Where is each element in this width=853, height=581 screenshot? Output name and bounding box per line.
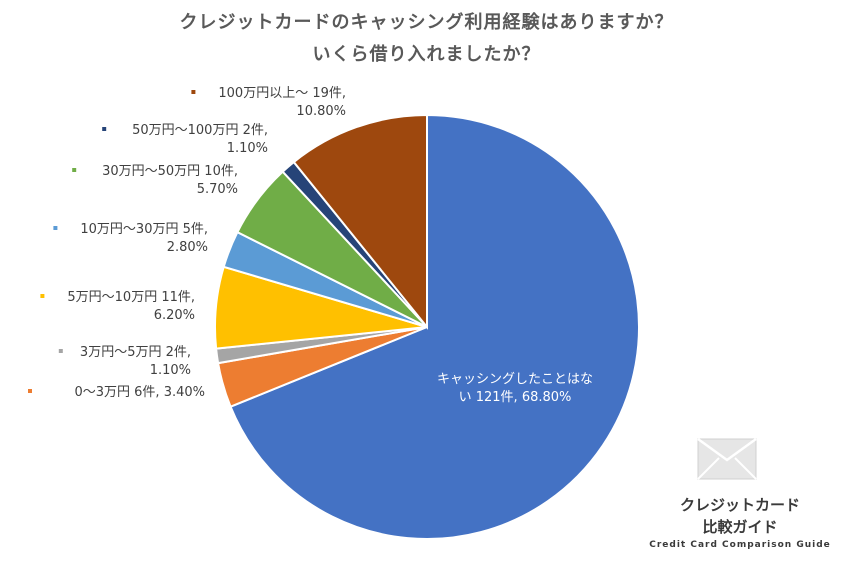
data-label-5: 30万円～50万円 10件, 5.70% xyxy=(102,164,238,197)
data-label-3: 5万円～10万円 11件, 6.20% xyxy=(67,290,195,323)
logo-tagline: Credit Card Comparison Guide xyxy=(649,540,831,550)
logo-line1: クレジットカード xyxy=(679,496,800,514)
label-key-5 xyxy=(72,168,77,172)
data-label-2: 3万円～5万円 2件, 1.10% xyxy=(80,345,191,378)
label-key-2 xyxy=(58,349,63,353)
data-label-4: 10万円～30万円 5件, 2.80% xyxy=(80,222,208,255)
label-key-7 xyxy=(191,90,196,94)
label-key-4 xyxy=(53,226,58,230)
logo-line2: 比較ガイド xyxy=(702,518,778,536)
chart-subtitle: いくら借り入れましたか？ xyxy=(312,44,541,65)
data-label-7: 100万円以上～ 19件, 10.80% xyxy=(218,86,346,119)
data-label-1: 0～3万円 6件, 3.40% xyxy=(74,385,205,400)
pie-slice-7 xyxy=(292,113,428,330)
pie-slice-0 xyxy=(229,113,640,540)
data-label-6: 50万円～100万円 2件, 1.10% xyxy=(132,123,268,156)
chart-title: クレジットカードのキャッシング利用経験はありますか？ xyxy=(179,12,674,33)
label-key-6 xyxy=(102,127,107,131)
label-key-1 xyxy=(28,389,32,393)
logo-text: クレジットカード 比較ガイド xyxy=(640,494,840,538)
data-label-0: キャッシングしたことはない 121件, 68.80% xyxy=(437,372,593,405)
label-key-3 xyxy=(40,294,45,298)
envelope-icon xyxy=(697,438,757,480)
